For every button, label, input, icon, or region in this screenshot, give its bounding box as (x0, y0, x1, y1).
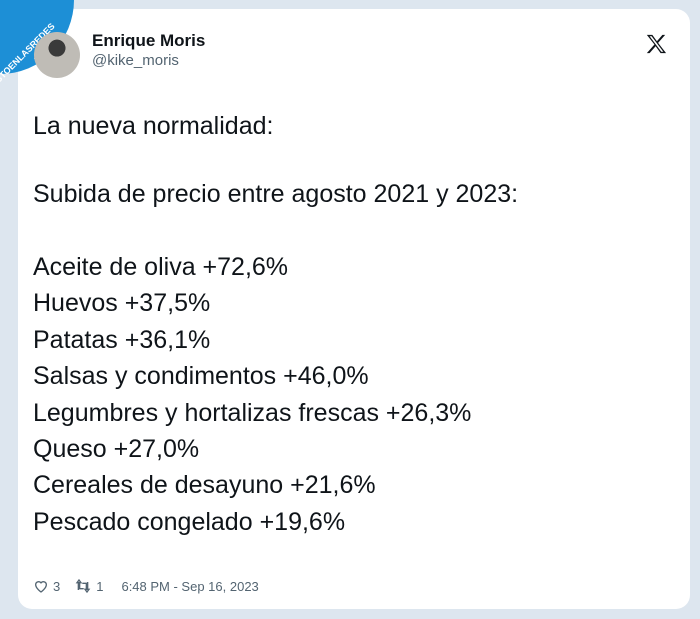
tweet-text: La nueva normalidad: (33, 112, 274, 140)
price-item: Queso +27,0% (33, 435, 200, 463)
author-handle[interactable]: @kike_moris (92, 52, 179, 69)
price-item: Huevos +37,5% (33, 289, 211, 318)
like-icon[interactable] (33, 578, 49, 594)
price-item: Salsas y condimentos +46,0% (33, 362, 369, 391)
price-item: Aceite de oliva +72,6% (33, 253, 289, 281)
tweet-text: Subida de precio entre agosto 2021 y 202… (33, 180, 519, 208)
watermark: VISTOENLASREDES .com (0, 0, 74, 84)
price-item: Legumbres y hortalizas frescas +26,3% (33, 398, 472, 427)
timestamp[interactable]: 6:48 PM - Sep 16, 2023 (121, 578, 259, 594)
tweet-footer: 3 1 6:48 PM - Sep 16, 2023 (33, 578, 259, 594)
x-logo[interactable] (645, 33, 667, 55)
author-name[interactable]: Enrique Moris (92, 31, 206, 50)
price-item: Cereales de desayuno +21,6% (33, 471, 376, 500)
retweet-count: 1 (96, 578, 104, 594)
price-item: Patatas +36,1% (33, 325, 211, 354)
tweet-card (18, 9, 690, 609)
watermark-badge (0, 0, 74, 74)
retweet-icon[interactable] (74, 578, 92, 594)
price-item: Pescado congelado +19,6% (33, 507, 346, 536)
avatar[interactable] (34, 32, 80, 78)
like-count: 3 (53, 578, 61, 594)
